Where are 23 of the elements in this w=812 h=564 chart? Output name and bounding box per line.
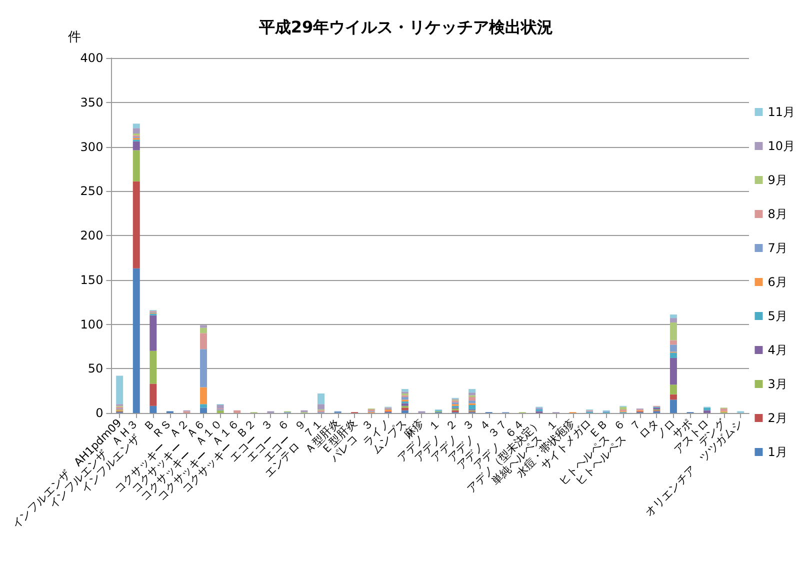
y-tick-label: 350	[80, 95, 104, 110]
legend-label: 3月	[768, 377, 788, 391]
y-tick-label: 400	[80, 51, 104, 65]
legend-label: 8月	[768, 207, 788, 221]
y-tick-label: 50	[88, 362, 104, 376]
legend-label: 4月	[768, 343, 788, 357]
x-tick-label: ロタ	[636, 416, 662, 442]
y-tick-label: 0	[96, 406, 104, 420]
y-tick-label: 300	[80, 140, 104, 154]
y-tick-label: 100	[80, 317, 104, 332]
chart-title: 平成29年ウイルス・リケッチア検出状況	[258, 18, 554, 36]
legend-label: 11月	[768, 105, 796, 119]
y-tick-label: 150	[80, 272, 104, 287]
legend-label: 7月	[768, 241, 788, 255]
y-axis-title: 件	[68, 30, 82, 45]
legend-label: 9月	[768, 173, 788, 187]
legend-label: 2月	[768, 411, 788, 425]
legend-label: 10月	[768, 139, 796, 153]
legend-label: 6月	[768, 275, 788, 289]
y-tick-label: 200	[80, 228, 104, 242]
y-tick-label: 250	[80, 184, 104, 198]
legend-label: 5月	[768, 309, 788, 323]
legend-label: 1月	[768, 445, 788, 459]
